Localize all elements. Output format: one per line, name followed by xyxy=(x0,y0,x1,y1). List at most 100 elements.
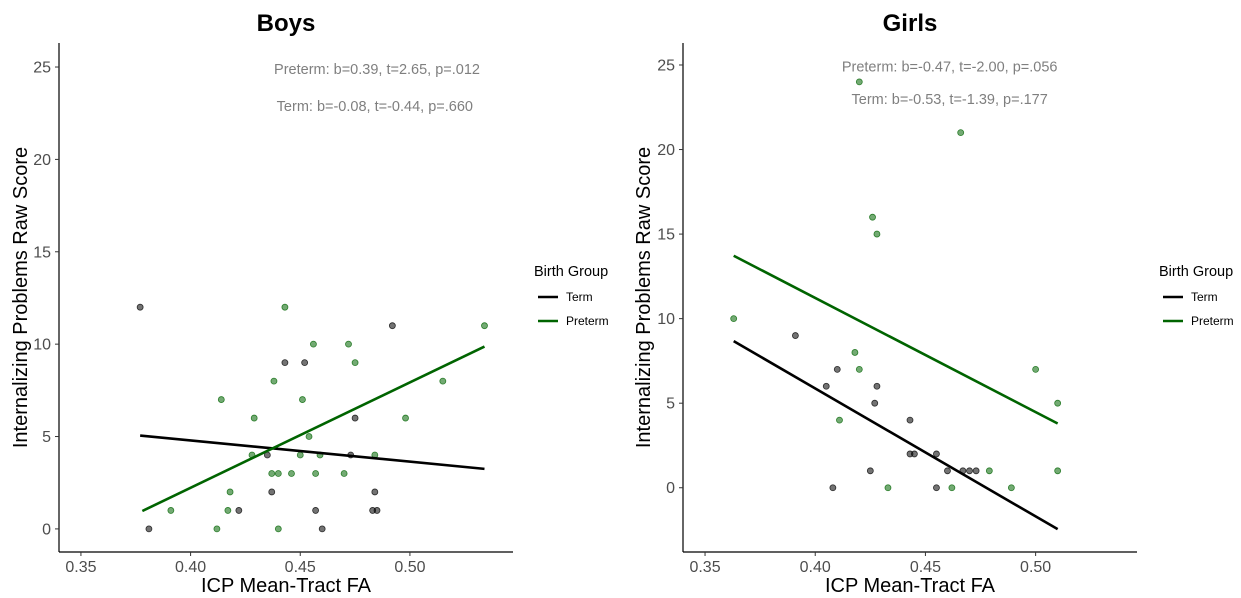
data-point xyxy=(288,470,295,477)
data-point xyxy=(213,525,221,533)
legend-label: Term xyxy=(1191,290,1218,304)
data-point xyxy=(906,416,914,424)
data-point xyxy=(730,315,738,323)
data-point xyxy=(312,470,320,477)
legend-label: Term xyxy=(566,290,593,304)
data-point xyxy=(351,359,359,367)
data-point xyxy=(1054,399,1062,407)
x-tick-label: 0.45 xyxy=(910,559,941,576)
x-tick-label: 0.40 xyxy=(800,559,831,576)
fit-line-term xyxy=(733,340,1059,531)
data-point xyxy=(281,303,289,311)
data-point xyxy=(822,382,830,390)
data-point xyxy=(972,467,980,475)
data-point xyxy=(310,340,317,348)
data-point xyxy=(933,450,940,458)
series-term xyxy=(136,303,396,533)
data-point xyxy=(833,365,841,373)
fit-line-preterm xyxy=(141,345,486,513)
data-point xyxy=(318,525,326,533)
data-point xyxy=(829,484,837,492)
x-tick-label: 0.35 xyxy=(65,559,96,576)
data-point xyxy=(851,349,859,356)
panel-title: Girls xyxy=(883,10,938,37)
fit-line-term xyxy=(140,434,485,471)
stats-annotation: Term: b=-0.53, t=-1.39, p=.177 xyxy=(852,92,1048,108)
x-axis-title: ICP Mean-Tract FA xyxy=(201,575,372,597)
data-point xyxy=(136,303,144,311)
data-point xyxy=(312,507,320,514)
data-point xyxy=(270,377,278,385)
data-point xyxy=(268,470,276,477)
y-tick-label: 10 xyxy=(657,311,675,328)
data-point xyxy=(871,399,879,407)
data-point xyxy=(217,396,225,403)
x-tick-label: 0.45 xyxy=(285,559,316,576)
data-point xyxy=(873,382,881,390)
panel-boys: Boys 0 5 10 15 20 25 0.35 0.40 0.45 0.50 ICP Mean-T… xyxy=(10,10,609,597)
data-point xyxy=(855,365,863,373)
y-tick-label: 0 xyxy=(42,521,51,538)
data-point xyxy=(145,525,153,533)
data-point xyxy=(305,433,313,440)
stats-annotation: Preterm: b=0.39, t=2.65, p=.012 xyxy=(274,62,480,78)
data-point xyxy=(167,507,175,514)
x-tick-label: 0.35 xyxy=(689,559,720,576)
y-tick-label: 20 xyxy=(657,142,675,159)
data-point xyxy=(296,451,304,459)
stats-annotation: Preterm: b=-0.47, t=-2.00, p=.056 xyxy=(842,60,1058,76)
data-point xyxy=(911,450,918,458)
data-point xyxy=(791,332,799,339)
legend-label: Preterm xyxy=(566,314,609,328)
data-point xyxy=(1032,365,1040,373)
x-axis-title: ICP Mean-Tract FA xyxy=(825,575,996,597)
data-point xyxy=(1007,484,1015,492)
y-tick-label: 15 xyxy=(657,227,675,244)
data-point xyxy=(1054,467,1062,475)
panel-title: Boys xyxy=(257,10,316,37)
y-tick-label: 15 xyxy=(33,244,51,261)
data-point xyxy=(281,359,289,367)
data-point xyxy=(268,488,276,496)
x-tick-label: 0.50 xyxy=(394,559,425,576)
y-tick-label: 20 xyxy=(33,152,51,169)
y-tick-label: 25 xyxy=(657,57,675,74)
legend-title: Birth Group xyxy=(534,264,608,280)
series-preterm xyxy=(167,303,488,533)
y-tick-label: 5 xyxy=(666,396,675,413)
data-point xyxy=(866,467,874,475)
data-point xyxy=(481,322,488,330)
fit-line-preterm xyxy=(733,254,1059,425)
data-point xyxy=(439,377,447,385)
data-point xyxy=(250,414,258,422)
stats-annotation: Term: b=-0.08, t=-0.44, p=.660 xyxy=(277,99,473,115)
data-point xyxy=(966,467,973,475)
y-tick-label: 10 xyxy=(33,337,51,354)
y-tick-label: 0 xyxy=(666,480,675,497)
data-point xyxy=(884,484,892,492)
legend: Birth Group Term Preterm xyxy=(1159,264,1234,328)
legend: Birth Group Term Preterm xyxy=(534,264,609,328)
panel-girls: Girls 0 5 10 15 20 25 0.35 0.40 0.45 0.50 ICP Mean-… xyxy=(633,10,1234,597)
series-preterm xyxy=(730,78,1062,492)
data-point xyxy=(836,416,843,424)
data-point xyxy=(345,340,352,348)
data-point xyxy=(340,470,348,477)
data-point xyxy=(855,78,863,86)
x-tick-label: 0.50 xyxy=(1020,559,1051,576)
data-point xyxy=(869,213,876,221)
data-point xyxy=(226,488,234,496)
data-point xyxy=(933,484,940,492)
y-axis-title: Internalizing Problems Raw Score xyxy=(10,147,32,448)
data-point xyxy=(388,322,396,330)
data-point xyxy=(373,507,381,514)
data-point xyxy=(944,467,951,475)
data-point xyxy=(235,507,243,514)
data-point xyxy=(351,414,359,422)
y-tick-label: 25 xyxy=(33,60,51,77)
data-point xyxy=(402,414,409,422)
data-point xyxy=(274,470,282,477)
y-tick-label: 5 xyxy=(42,429,51,446)
data-point xyxy=(274,525,282,533)
